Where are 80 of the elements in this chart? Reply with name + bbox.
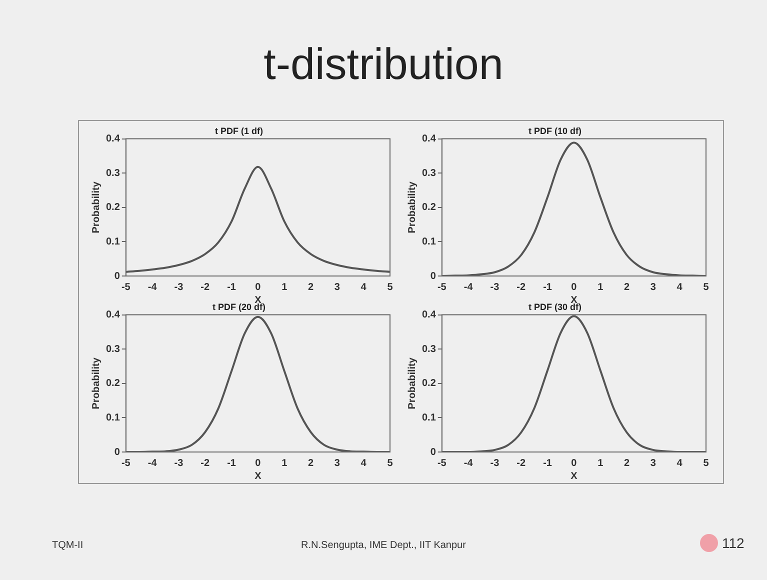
x-tick-label: -1 — [543, 282, 552, 293]
x-tick-label: -3 — [490, 282, 500, 293]
x-tick-label: 2 — [308, 458, 314, 469]
y-tick-label: 0.3 — [106, 344, 120, 355]
x-tick-label: 1 — [598, 458, 604, 469]
x-tick-label: 2 — [624, 458, 630, 469]
y-tick-label: 0.3 — [106, 168, 120, 179]
x-tick-label: -4 — [148, 458, 158, 469]
line-series — [442, 142, 706, 276]
x-tick-label: 1 — [282, 458, 288, 469]
y-tick-label: 0.2 — [106, 202, 120, 214]
x-tick-label: 0 — [255, 282, 262, 293]
x-tick-label: -2 — [200, 458, 210, 469]
y-tick-label: 0 — [430, 446, 436, 458]
x-tick-label: 5 — [387, 282, 394, 293]
y-tick-label: 0.2 — [422, 378, 436, 390]
x-tick-label: -5 — [437, 282, 447, 293]
x-tick-label: 4 — [676, 458, 683, 469]
y-axis-title: Probability — [90, 357, 102, 410]
x-tick-label: -1 — [227, 458, 236, 469]
chart-title: t PDF (30 df) — [528, 302, 582, 312]
y-tick-label: 0.4 — [106, 310, 120, 321]
y-tick-label: 0 — [430, 270, 436, 282]
x-tick-label: -3 — [174, 282, 184, 293]
y-tick-label: 0.3 — [422, 344, 436, 355]
text: TQM-II — [52, 540, 84, 551]
x-tick-label: -1 — [227, 282, 236, 293]
x-tick-label: -3 — [490, 458, 500, 469]
x-axis-title: X — [570, 470, 578, 482]
y-axis-title: Probability — [406, 181, 418, 234]
x-tick-label: 5 — [703, 282, 710, 293]
x-tick-label: 3 — [650, 458, 656, 469]
y-tick-label: 0 — [114, 270, 120, 282]
y-tick-label: 0 — [114, 446, 120, 458]
x-tick-label: -5 — [121, 282, 131, 293]
y-tick-label: 0.2 — [422, 202, 436, 214]
x-tick-label: 4 — [360, 282, 367, 293]
x-tick-label: 2 — [624, 282, 630, 293]
chart-title: t PDF (20 df) — [212, 302, 266, 312]
y-tick-label: 0.4 — [106, 134, 120, 145]
x-tick-label: 5 — [703, 458, 710, 469]
x-tick-label: 3 — [650, 282, 656, 293]
y-tick-label: 0.2 — [106, 378, 120, 390]
line-series — [126, 166, 390, 273]
x-tick-label: 0 — [255, 458, 262, 469]
x-tick-label: 4 — [676, 282, 683, 293]
x-tick-label: 3 — [334, 458, 340, 469]
x-tick-label: 5 — [387, 458, 394, 469]
x-tick-label: 1 — [598, 282, 604, 293]
x-tick-label: 1 — [282, 282, 288, 293]
text: R.N.Sengupta, IME Dept., IIT Kanpur — [301, 540, 466, 551]
x-tick-label: -4 — [464, 282, 474, 293]
y-axis-title: Probability — [406, 357, 418, 410]
x-tick-label: -3 — [174, 458, 184, 469]
x-tick-label: -2 — [516, 282, 526, 293]
x-tick-label: 4 — [360, 458, 367, 469]
chart-title: t PDF (1 df) — [215, 126, 263, 136]
y-tick-label: 0.4 — [422, 310, 436, 321]
text: 112 — [722, 535, 744, 551]
y-tick-label: 0.3 — [422, 168, 436, 179]
x-tick-label: 0 — [571, 282, 578, 293]
x-tick-label: 0 — [571, 458, 578, 469]
y-tick-label: 0.1 — [422, 412, 436, 424]
x-tick-label: -1 — [543, 458, 552, 469]
text: t-distribution — [264, 40, 504, 89]
x-tick-label: -5 — [121, 458, 131, 469]
y-tick-label: 0.1 — [106, 412, 120, 424]
y-tick-label: 0.1 — [106, 236, 120, 248]
y-tick-label: 0.4 — [422, 134, 436, 145]
y-tick-label: 0.1 — [422, 236, 436, 248]
x-tick-label: 2 — [308, 282, 314, 293]
x-tick-label: -4 — [464, 458, 474, 469]
x-axis-title: X — [254, 470, 262, 482]
x-tick-label: -2 — [200, 282, 210, 293]
y-axis-title: Probability — [90, 181, 102, 234]
x-tick-label: 3 — [334, 282, 340, 293]
x-tick-label: -5 — [437, 458, 447, 469]
x-tick-label: -4 — [148, 282, 158, 293]
x-tick-label: -2 — [516, 458, 526, 469]
chart-title: t PDF (10 df) — [528, 126, 582, 136]
